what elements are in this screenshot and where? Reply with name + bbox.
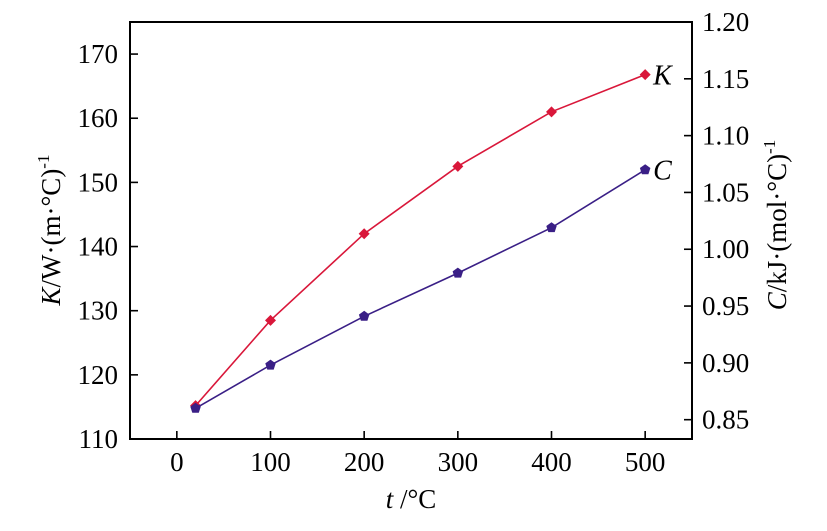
right-y-tick-label: 1.00: [702, 234, 749, 264]
x-tick-label: 400: [531, 447, 572, 477]
x-tick-label: 100: [250, 447, 291, 477]
right-y-tick-label: 1.10: [702, 121, 749, 151]
left-y-tick-label: 160: [78, 103, 119, 133]
left-y-tick-label: 170: [78, 39, 119, 69]
x-tick-label: 300: [438, 447, 479, 477]
series-point-C: [190, 402, 201, 413]
series-point-C: [452, 267, 464, 278]
series-point-C: [265, 359, 276, 370]
x-tick-label: 500: [625, 447, 666, 477]
left-y-tick-label: 130: [78, 296, 119, 326]
series-line-C: [195, 169, 646, 409]
x-tick-label: 200: [344, 447, 385, 477]
left-y-tick-label: 110: [79, 424, 119, 454]
right-y-tick-label: 1.15: [702, 64, 749, 94]
x-tick-label: 0: [170, 447, 184, 477]
right-y-axis-unit: /kJ·(mol·°C): [762, 154, 792, 292]
series-line-K: [194, 73, 646, 407]
series-point-K: [639, 69, 651, 81]
x-axis-unit: /°C: [393, 484, 436, 514]
right-y-axis-var: C: [762, 291, 792, 310]
right-y-axis-ticks: 0.85 0.90 0.95 1.00 1.05 1.10 1.15 1.20: [684, 7, 749, 435]
series-label-C: C: [653, 156, 672, 187]
left-y-tick-label: 150: [78, 167, 119, 197]
series-layer: KC: [190, 61, 673, 413]
series-point-C: [358, 310, 370, 321]
right-y-tick-label: 1.05: [702, 177, 749, 207]
series-point-K: [452, 160, 464, 172]
series-label-K: K: [652, 61, 673, 92]
series-point-K: [358, 228, 370, 240]
series-point-C: [546, 222, 557, 233]
series-point-C: [639, 164, 651, 175]
series-point-K: [546, 106, 557, 118]
left-y-tick-label: 140: [78, 232, 119, 262]
series-point-K: [265, 314, 276, 326]
right-y-tick-label: 0.95: [702, 291, 749, 321]
plot-frame: [129, 21, 693, 440]
right-y-tick-label: 0.85: [702, 405, 749, 435]
right-y-axis-title: C/kJ·(mol·°C)-1: [760, 140, 792, 310]
x-axis-title: t /°C: [386, 484, 437, 514]
left-y-axis-title: K/W·(m·°C)-1: [34, 155, 66, 307]
x-axis-var: t: [386, 484, 395, 514]
left-y-axis-ticks: 110 120 130 140 150 160 170: [78, 39, 138, 454]
right-y-tick-label: 1.20: [702, 7, 749, 37]
right-y-tick-label: 0.90: [702, 348, 749, 378]
left-y-tick-label: 120: [78, 360, 119, 390]
right-y-axis-sup: -1: [760, 140, 779, 154]
left-y-axis-var: K: [36, 285, 66, 306]
left-y-axis-unit: /W·(m·°C): [36, 169, 66, 288]
left-y-axis-sup: -1: [34, 155, 53, 169]
x-axis-ticks: 0 100 200 300 400 500: [170, 431, 665, 477]
